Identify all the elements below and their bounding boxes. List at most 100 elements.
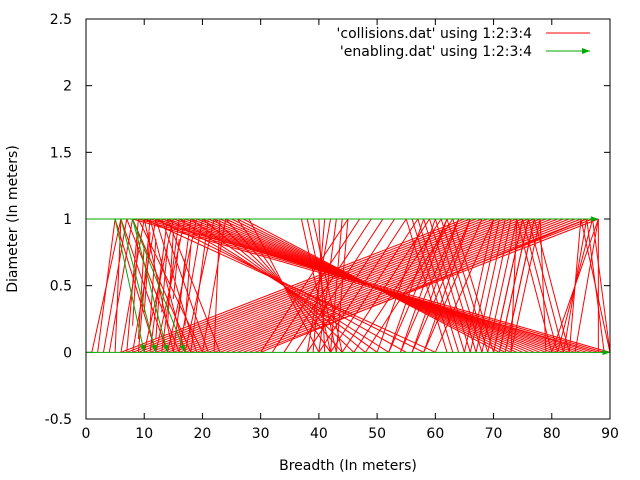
vector-segment — [481, 218, 512, 353]
vector-segment — [184, 245, 192, 326]
vector-segment — [504, 218, 535, 353]
vector-arrowhead — [602, 349, 610, 356]
vector-segment — [434, 218, 495, 353]
vector-segment — [493, 218, 524, 353]
vector-segment — [242, 218, 500, 353]
plot-frame — [85, 18, 611, 420]
vector-arrowhead — [590, 216, 599, 222]
vector-segment — [365, 218, 454, 353]
vector-segment — [411, 218, 454, 353]
vector-segment — [318, 218, 337, 353]
vector-segment — [132, 218, 186, 353]
vector-arrowhead — [162, 344, 169, 353]
x-tick-label: 40 — [310, 426, 328, 442]
vector-segment — [132, 218, 599, 353]
vector-arrowhead — [151, 344, 157, 353]
vector-segment — [469, 218, 500, 353]
vector-segment — [248, 218, 320, 353]
vector-segment — [172, 238, 180, 300]
vector-segment — [196, 218, 541, 353]
y-tick-label: -0.5 — [45, 412, 72, 428]
vector-segment — [213, 218, 221, 353]
y-tick-label: 1.5 — [50, 145, 72, 161]
vector-segment — [167, 218, 407, 353]
vector-segment — [399, 218, 460, 353]
vector-segment — [318, 218, 326, 353]
vector-segment — [114, 218, 145, 353]
vector-segment — [423, 218, 483, 353]
vector-arrowhead — [179, 344, 185, 353]
vector-segment — [161, 245, 169, 313]
vector-segment — [178, 258, 186, 313]
vector-segment — [388, 218, 436, 353]
y-tick-label: 2 — [63, 79, 72, 95]
vector-segment — [574, 218, 599, 353]
vector-segment — [102, 218, 128, 353]
vector-segment — [388, 218, 448, 353]
vector-segment — [411, 218, 471, 353]
legend: 'collisions.dat' using 1:2:3:4 'enabling.… — [337, 26, 590, 60]
x-axis-label: Breadth (In meters) — [279, 458, 417, 474]
vector-segment — [463, 218, 495, 353]
vector-segment — [522, 218, 559, 353]
vector-segment — [429, 218, 471, 353]
vector-segment — [330, 218, 419, 353]
vector-segment — [295, 218, 384, 353]
legend-label: 'enabling.dat' using 1:2:3:4 — [340, 44, 532, 60]
vector-segment — [423, 218, 465, 353]
y-tick-label: 1 — [63, 212, 72, 228]
vector-segment — [423, 218, 471, 353]
vector-segment — [405, 218, 448, 353]
vector-segment — [132, 232, 139, 326]
vector-segment — [120, 218, 168, 353]
vector-segment — [132, 218, 168, 353]
vector-segment — [353, 218, 442, 353]
x-tick-label: 10 — [135, 426, 153, 442]
series-enabling — [86, 216, 610, 356]
y-axis-label: Diameter (In meters) — [5, 145, 21, 293]
plot-area — [86, 216, 611, 356]
vector-arrowhead — [139, 344, 146, 353]
y-tick-label: 0.5 — [50, 279, 72, 295]
x-tick-label: 20 — [194, 426, 212, 442]
x-tick-label: 70 — [485, 426, 503, 442]
vector-segment — [120, 218, 157, 353]
x-tick-label: 50 — [368, 426, 386, 442]
vector-segment — [167, 218, 221, 353]
vector-segment — [510, 218, 518, 353]
legend-arrowhead — [582, 48, 590, 54]
vector-segment — [411, 218, 460, 353]
x-tick-label: 90 — [601, 426, 619, 442]
vector-segment — [335, 218, 349, 353]
vector-segment — [399, 218, 448, 353]
vector-segment — [155, 218, 424, 353]
x-tick-label: 60 — [426, 426, 444, 442]
vector-segment — [120, 218, 465, 353]
vector-segment — [318, 218, 407, 353]
vector-segment — [341, 218, 430, 353]
x-tick-label: 80 — [543, 426, 561, 442]
vector-segment — [126, 218, 139, 353]
x-tick-label: 30 — [252, 426, 270, 442]
vector-segment — [539, 218, 547, 353]
vector-segment — [528, 218, 564, 353]
vector-segment — [417, 218, 460, 353]
vector-segment — [568, 218, 582, 353]
vector-segment — [143, 232, 151, 313]
axis-ticks: 0 10 20 30 40 50 60 70 80 90 -0.5 0 0.5 1 1.5 2 2.5 — [45, 12, 619, 442]
y-tick-label: 2.5 — [50, 12, 72, 28]
vector-segment — [516, 218, 553, 353]
vector-segment — [190, 218, 209, 353]
vector-segment — [592, 218, 611, 353]
vector-segment — [132, 218, 192, 353]
series-collisions — [91, 218, 611, 353]
vector-segment — [155, 258, 163, 340]
vector-segment — [149, 238, 157, 326]
y-tick-label: 0 — [63, 345, 72, 361]
vector-segment — [376, 218, 425, 353]
vector-segment — [97, 218, 116, 353]
legend-label: 'collisions.dat' using 1:2:3:4 — [337, 26, 533, 42]
vector-segment — [306, 218, 332, 353]
x-tick-label: 0 — [82, 426, 91, 442]
